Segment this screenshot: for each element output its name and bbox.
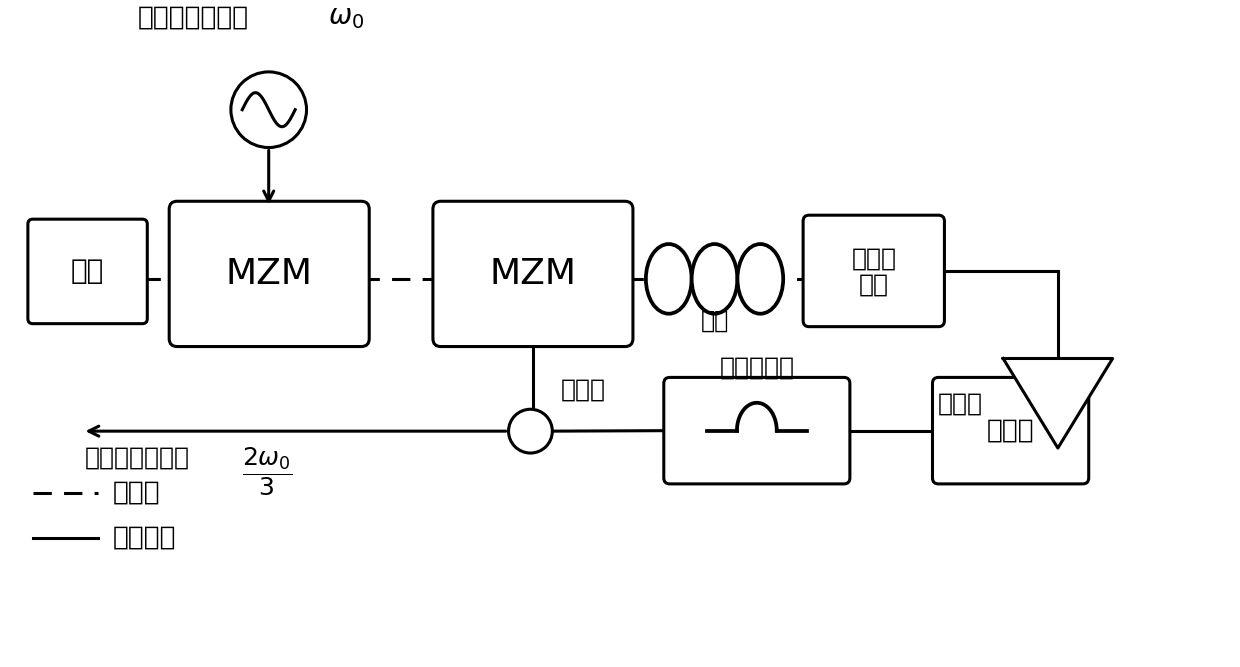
Circle shape xyxy=(508,410,552,453)
Text: 分频后信号输出: 分频后信号输出 xyxy=(84,446,190,470)
FancyBboxPatch shape xyxy=(169,201,370,347)
Ellipse shape xyxy=(646,244,692,313)
FancyBboxPatch shape xyxy=(932,378,1089,484)
Ellipse shape xyxy=(738,244,784,313)
FancyBboxPatch shape xyxy=(433,201,632,347)
Text: MZM: MZM xyxy=(490,257,577,291)
Text: 光纤: 光纤 xyxy=(701,309,729,333)
Text: 待分频信号输入: 待分频信号输入 xyxy=(138,4,249,30)
Text: 带通滤波器: 带通滤波器 xyxy=(719,356,795,380)
FancyBboxPatch shape xyxy=(27,219,148,323)
FancyBboxPatch shape xyxy=(804,215,945,327)
Text: $\dfrac{2\omega_0}{3}$: $\dfrac{2\omega_0}{3}$ xyxy=(242,446,293,498)
Text: 放大器: 放大器 xyxy=(939,392,983,416)
Ellipse shape xyxy=(692,244,738,313)
Text: 功分器: 功分器 xyxy=(560,378,605,402)
Text: $\omega_0$: $\omega_0$ xyxy=(329,3,365,31)
Text: 移相器: 移相器 xyxy=(987,418,1034,444)
Text: 测器: 测器 xyxy=(859,273,889,297)
Circle shape xyxy=(231,72,306,147)
Polygon shape xyxy=(1003,358,1112,448)
Text: 光通道: 光通道 xyxy=(113,480,160,506)
Text: 微波通道: 微波通道 xyxy=(113,525,176,551)
FancyBboxPatch shape xyxy=(663,378,849,484)
Text: 光电探: 光电探 xyxy=(852,247,897,271)
Text: 光源: 光源 xyxy=(71,257,104,285)
Text: MZM: MZM xyxy=(226,257,312,291)
